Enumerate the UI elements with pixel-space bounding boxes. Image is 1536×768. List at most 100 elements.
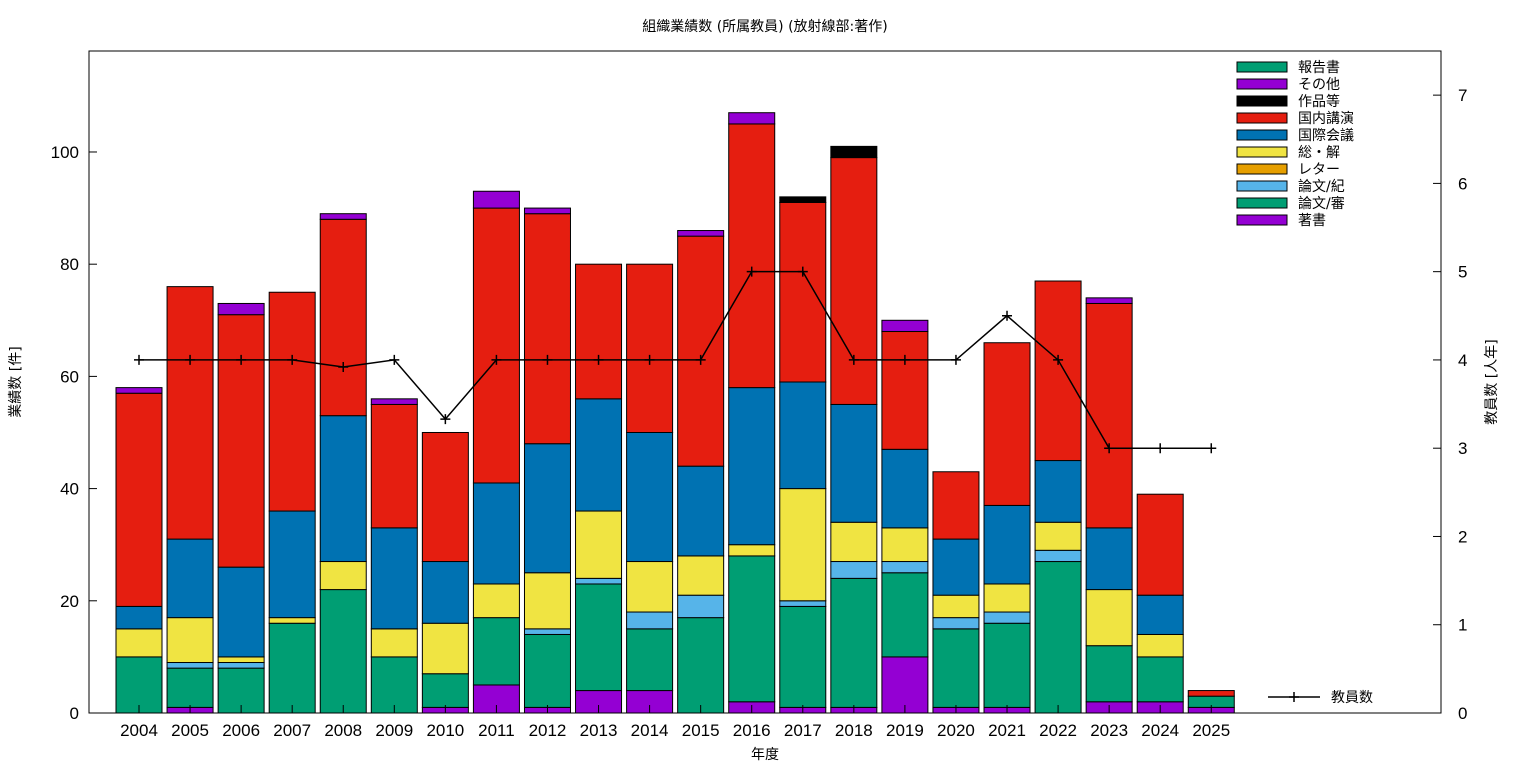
plot-frame [88, 50, 1442, 714]
bar-segment [830, 157, 878, 405]
y2-tick-label: 4 [1458, 351, 1467, 370]
bar-segment [728, 555, 776, 703]
bar-segment [268, 622, 316, 714]
bar-segment [881, 561, 929, 574]
bar-segment [575, 398, 623, 512]
bar-segment [677, 235, 725, 467]
y2-tick-label: 3 [1458, 439, 1467, 458]
bar-segment [1034, 521, 1082, 551]
bar-segment [370, 527, 418, 630]
y-tick-label: 100 [51, 143, 79, 162]
line-point [134, 354, 144, 365]
bar-segment [472, 207, 520, 484]
bar-segment [779, 600, 827, 607]
legend-label: 論文/審 [1298, 196, 1345, 212]
bar-segment [881, 331, 929, 450]
bar-segment [983, 622, 1031, 708]
x-tick-label: 2006 [222, 721, 260, 740]
bar-segment [319, 415, 367, 563]
bar-segment [677, 617, 725, 714]
bar-segment [421, 561, 469, 624]
bar-segment [677, 555, 725, 596]
bar-segment [166, 286, 214, 540]
bar-segment [626, 611, 674, 630]
line-point [1155, 443, 1166, 454]
bar-segment [268, 510, 316, 619]
legend-label: 著書 [1298, 213, 1326, 229]
bar-segment [115, 628, 163, 658]
legend-swatch [1236, 129, 1288, 141]
bar-segment [1136, 594, 1184, 635]
bar-segment [370, 656, 418, 714]
line-point [695, 354, 706, 365]
line-point [746, 266, 757, 277]
bar-segment [626, 561, 674, 613]
bar-segment [779, 488, 827, 602]
bar-segment [1034, 460, 1082, 523]
bar-segment [830, 577, 878, 708]
bar-segment [472, 583, 520, 619]
bar-segment [983, 583, 1031, 613]
bar-segment [523, 443, 571, 574]
bar-segment [881, 572, 929, 658]
bar-segment [932, 617, 980, 630]
bar-segment [319, 589, 367, 714]
bar-segment [575, 583, 623, 692]
legend-label: 作品等 [1298, 93, 1340, 110]
bar-segment [370, 403, 418, 529]
line-point [440, 414, 451, 425]
bar-segment [217, 662, 265, 669]
line-point [236, 354, 247, 365]
x-tick-label: 2005 [171, 721, 209, 740]
bar-segment [370, 398, 418, 405]
line-point [1002, 310, 1013, 321]
bar-segment [983, 342, 1031, 506]
bar-segment [677, 465, 725, 557]
bar-segment [983, 504, 1031, 585]
x-tick-label: 2024 [1141, 721, 1179, 740]
x-tick-label: 2022 [1039, 721, 1077, 740]
bar-segment [421, 431, 469, 563]
bar-segment [523, 628, 571, 635]
bar-segment [523, 572, 571, 630]
bar-segment [115, 387, 163, 394]
bar-segment [1136, 493, 1184, 596]
bar-segment [421, 622, 469, 675]
y-axis-label: 業績数 [件] [8, 346, 24, 417]
bar-segment [472, 482, 520, 585]
bar-segment [370, 628, 418, 658]
bar-segment [1085, 645, 1133, 703]
bar-segment [115, 605, 163, 630]
bar-segment [319, 218, 367, 417]
x-tick-label: 2018 [835, 721, 873, 740]
bar-segment [115, 392, 163, 607]
bar-segment [575, 577, 623, 585]
bar-segment [1034, 549, 1082, 563]
bar-segment [523, 207, 571, 215]
y-tick-label: 0 [70, 704, 79, 723]
bar-segment [626, 431, 674, 563]
bar-segment [319, 561, 367, 591]
legend-swatch [1236, 112, 1288, 124]
y-tick-label: 40 [60, 480, 79, 499]
x-tick-label: 2014 [631, 721, 669, 740]
bar-segment [779, 196, 827, 203]
y2-tick-label: 0 [1458, 704, 1467, 723]
x-tick-label: 2021 [988, 721, 1026, 740]
chart-title: 組織業績数 (所属教員) (放射線部:著作) [642, 19, 887, 35]
bar-segment [932, 538, 980, 596]
bar-segment [472, 190, 520, 209]
bar-segment [677, 594, 725, 619]
bar-segment [217, 302, 265, 316]
legend-swatch [1236, 214, 1288, 226]
line-point [338, 361, 349, 372]
x-tick-label: 2009 [375, 721, 413, 740]
bar-segment [217, 656, 265, 664]
bar-segment [677, 230, 725, 237]
x-tick-label: 2015 [682, 721, 720, 740]
x-tick-label: 2017 [784, 721, 822, 740]
bar-segment [268, 617, 316, 624]
bar-segment [1136, 656, 1184, 703]
legend-label: 教員数 [1331, 690, 1373, 706]
